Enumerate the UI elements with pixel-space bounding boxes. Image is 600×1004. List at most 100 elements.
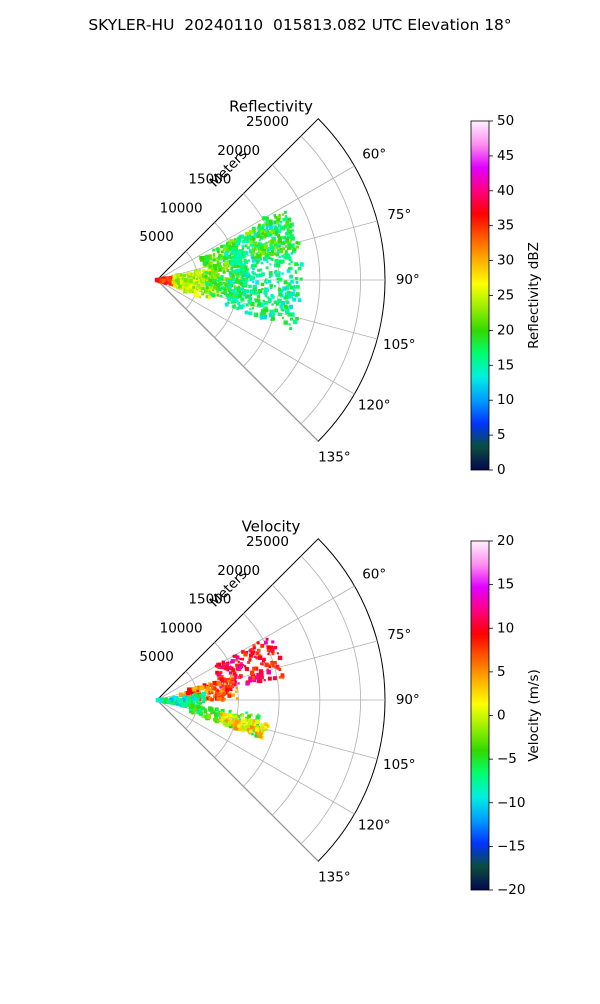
- echo-cell: [264, 308, 269, 313]
- echo-cell: [299, 277, 303, 281]
- echo-cell: [271, 316, 276, 321]
- echo-cell: [225, 718, 229, 722]
- echo-cell: [254, 666, 259, 671]
- echo-cell: [258, 288, 263, 294]
- echo-cell: [243, 723, 246, 727]
- echo-cell: [201, 268, 206, 272]
- echo-cell: [210, 686, 214, 690]
- echo-cell: [155, 697, 161, 703]
- echo-cell: [284, 215, 288, 218]
- echo-cell: [252, 276, 256, 279]
- echo-cell: [231, 270, 236, 274]
- echo-cell: [252, 719, 256, 723]
- echo-cell: [245, 294, 250, 299]
- echo-cell: [287, 217, 292, 222]
- echo-cell: [281, 213, 285, 216]
- echo-cell: [230, 684, 235, 689]
- echo-cell: [190, 700, 195, 705]
- echo-cell: [249, 293, 253, 296]
- echo-cell: [164, 699, 168, 704]
- echo-cell: [241, 657, 245, 661]
- echo-cell: [295, 284, 300, 289]
- echo-cell: [251, 307, 254, 310]
- echo-cell: [271, 295, 275, 299]
- echo-cell: [234, 674, 238, 677]
- echo-cell: [285, 300, 288, 303]
- echo-cell: [223, 698, 226, 701]
- echo-cell: [253, 241, 258, 246]
- echo-cell: [230, 261, 234, 266]
- echo-cell: [198, 281, 202, 285]
- echo-cell: [281, 226, 285, 230]
- echo-cell: [265, 637, 269, 641]
- echo-cell: [294, 277, 299, 281]
- echo-cell: [241, 304, 245, 307]
- echo-cell: [259, 268, 263, 272]
- echo-cell: [253, 247, 257, 251]
- echo-cell: [266, 230, 270, 233]
- echo-cell: [208, 688, 213, 693]
- echo-cell: [285, 249, 288, 253]
- echo-cell: [209, 292, 212, 295]
- echo-cell: [260, 676, 263, 679]
- echo-cell: [283, 320, 288, 325]
- echo-cell: [216, 690, 221, 695]
- echo-cell: [256, 648, 261, 653]
- echo-cell: [198, 288, 201, 292]
- echo-cell: [219, 294, 223, 298]
- echo-cell: [239, 257, 243, 261]
- echo-cell: [256, 295, 261, 299]
- echo-cell: [259, 662, 263, 666]
- echo-cell: [198, 693, 202, 697]
- echo-cell: [297, 241, 301, 245]
- radial-tick-label-1-4: 25000: [246, 534, 289, 550]
- echo-cell: [217, 256, 223, 261]
- echo-cell: [252, 644, 256, 648]
- echo-cell: [274, 216, 277, 219]
- echo-cell: [274, 269, 278, 273]
- echo-cell: [175, 278, 180, 283]
- echo-cell: [252, 646, 256, 650]
- echo-cell: [273, 252, 277, 255]
- echo-cell: [255, 715, 260, 720]
- echo-cell: [238, 268, 243, 273]
- echo-cell: [246, 311, 250, 315]
- echo-cell: [276, 228, 281, 234]
- echo-cell: [243, 236, 248, 241]
- echo-cell: [231, 242, 236, 247]
- echo-cell: [257, 268, 261, 272]
- colorbar-tick-label-0-7: 35: [497, 218, 514, 234]
- echo-cell: [249, 713, 253, 717]
- echo-cell: [228, 242, 231, 246]
- echo-cell: [244, 244, 248, 248]
- echo-cell: [245, 303, 249, 307]
- echo-cell: [270, 252, 274, 257]
- echo-cell: [276, 248, 282, 254]
- echo-cell: [213, 283, 218, 288]
- echo-cell: [283, 280, 288, 285]
- echo-cell: [201, 706, 206, 711]
- echo-cell: [266, 296, 269, 299]
- echo-cell: [232, 681, 235, 684]
- echo-cell: [246, 246, 250, 250]
- echo-cell: [234, 675, 238, 679]
- echo-cell: [254, 733, 259, 738]
- colorbar-tick-label-1-3: −5: [497, 751, 517, 767]
- echo-cell: [265, 241, 268, 244]
- echo-cell: [221, 286, 226, 291]
- echo-cell: [276, 263, 281, 268]
- echo-cell: [205, 686, 210, 691]
- echo-cell: [242, 250, 245, 253]
- echo-cell: [261, 226, 264, 229]
- echo-cell: [231, 722, 236, 727]
- echo-cell: [235, 240, 240, 246]
- echo-cell: [174, 284, 177, 287]
- echo-cell: [271, 236, 277, 241]
- echo-cell: [248, 284, 252, 289]
- echo-cell: [248, 653, 253, 658]
- echo-cell: [214, 691, 218, 694]
- echo-cell: [259, 250, 263, 254]
- echo-cell: [293, 284, 296, 288]
- echo-cell: [249, 725, 254, 730]
- echo-cell: [269, 286, 273, 290]
